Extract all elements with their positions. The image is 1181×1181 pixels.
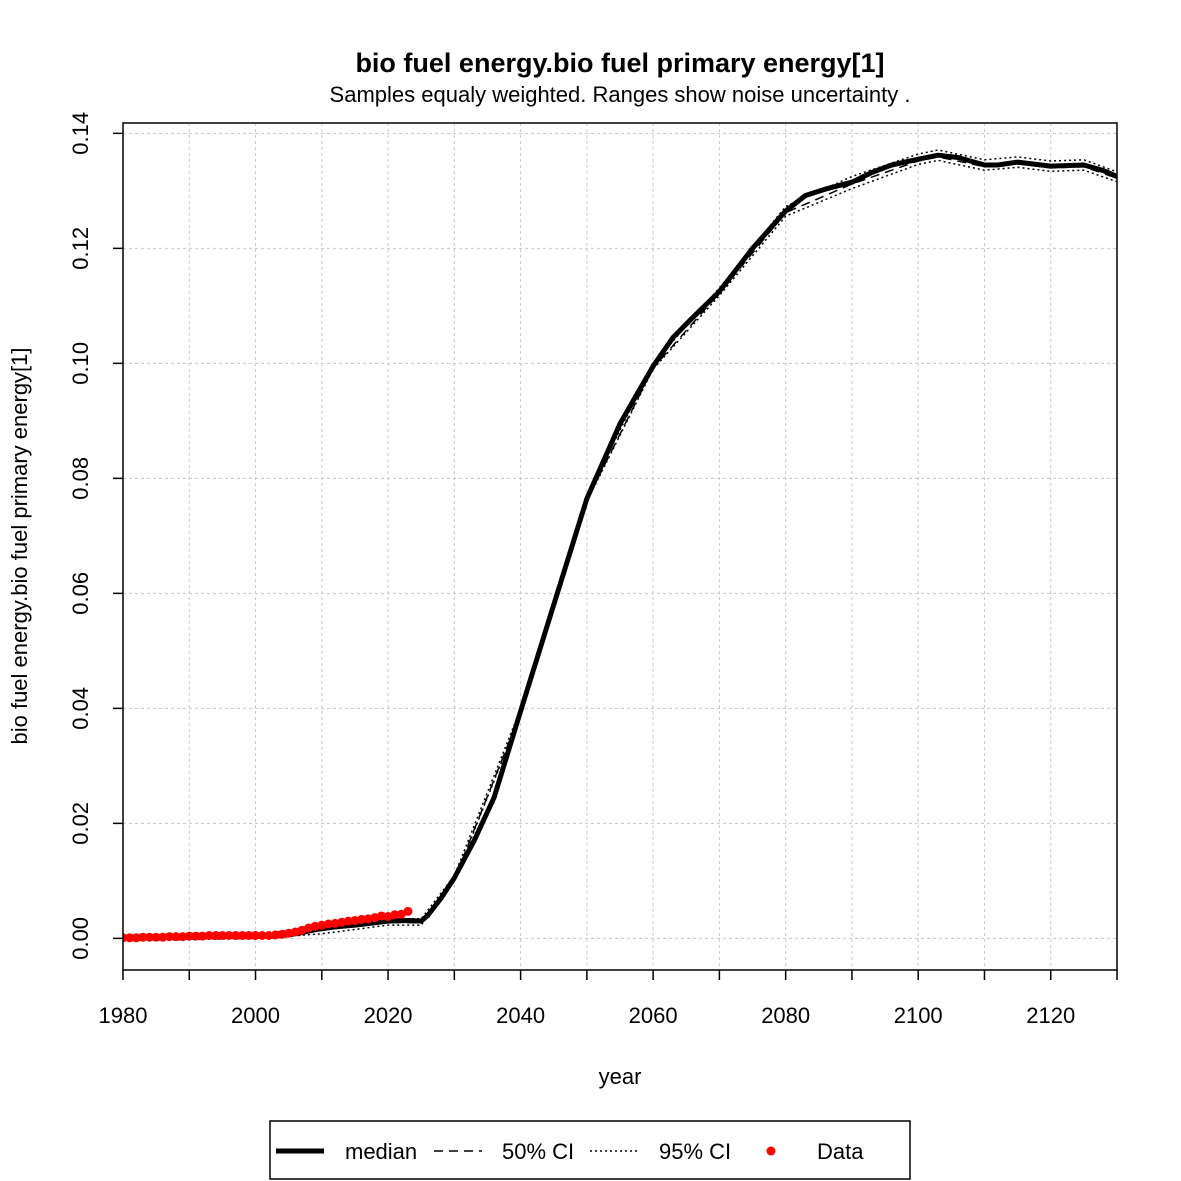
- data-point: [270, 930, 280, 940]
- chart-title: bio fuel energy.bio fuel primary energy[…: [355, 48, 884, 78]
- data-point: [363, 914, 373, 924]
- data-point: [237, 930, 247, 940]
- data-point: [211, 930, 221, 940]
- x-tick-label: 2000: [231, 1003, 280, 1028]
- data-point: [343, 916, 353, 926]
- series-group: [123, 149, 1117, 943]
- grid: [122, 123, 1118, 970]
- data-point: [224, 930, 234, 940]
- x-tick-label: 2060: [629, 1003, 678, 1028]
- data-point: [178, 932, 188, 942]
- x-axis: 1980 2000 2020 2040 2060 2080 2100 2120: [99, 970, 1118, 1028]
- data-point: [191, 931, 201, 941]
- data-point: [264, 930, 274, 940]
- data-point: [244, 930, 254, 940]
- y-tick-label: 0.10: [68, 342, 93, 385]
- data-point: [357, 914, 367, 924]
- y-tick-label: 0.04: [68, 687, 93, 730]
- data-point: [184, 931, 194, 941]
- x-tick-label: 2040: [496, 1003, 545, 1028]
- data-point: [131, 933, 141, 943]
- legend-ci50-label: 50% CI: [502, 1139, 574, 1164]
- data-point: [350, 916, 360, 926]
- legend-median-label: median: [345, 1139, 417, 1164]
- data-point: [284, 928, 294, 938]
- data-point: [310, 921, 320, 931]
- x-tick-label: 2020: [364, 1003, 413, 1028]
- y-tick-label: 0.08: [68, 457, 93, 500]
- x-tick-label: 2080: [761, 1003, 810, 1028]
- data-point: [376, 911, 386, 921]
- chart-subtitle: Samples equaly weighted. Ranges show noi…: [330, 82, 911, 107]
- data-point: [138, 932, 148, 942]
- x-tick-label: 2120: [1026, 1003, 1075, 1028]
- x-axis-label: year: [599, 1064, 642, 1089]
- data-point: [277, 929, 287, 939]
- y-axis-label: bio fuel energy.bio fuel primary energy[…: [7, 347, 32, 744]
- x-tick-label: 2100: [894, 1003, 943, 1028]
- y-tick-label: 0.14: [68, 112, 93, 155]
- data-point: [151, 932, 161, 942]
- y-tick-label: 0.06: [68, 572, 93, 615]
- data-point: [337, 917, 347, 927]
- data-point: [257, 930, 267, 940]
- data-point: [390, 910, 400, 920]
- data-point: [323, 919, 333, 929]
- data-point: [145, 932, 155, 942]
- y-tick-label: 0.00: [68, 917, 93, 960]
- data-point: [204, 930, 214, 940]
- series-layer: [123, 149, 1117, 943]
- plot-frame: [122, 122, 1118, 971]
- data-point: [317, 920, 327, 930]
- y-tick-label: 0.12: [68, 227, 93, 270]
- data-point: [198, 931, 208, 941]
- x-tick-label: 1980: [99, 1003, 148, 1028]
- data-point: [330, 918, 340, 928]
- data-point: [403, 906, 413, 916]
- data-point: [164, 932, 174, 942]
- y-tick-label: 0.02: [68, 802, 93, 845]
- data-point: [251, 930, 261, 940]
- ci95-lower-line: [123, 159, 1117, 942]
- data-point: [158, 932, 168, 942]
- data-point: [217, 930, 227, 940]
- legend-box: [269, 1120, 911, 1180]
- data-point: [125, 933, 135, 943]
- legend-data-label: Data: [817, 1139, 864, 1164]
- legend: median 50% CI 95% CI Data: [269, 1120, 911, 1180]
- legend-data-swatch: [766, 1146, 776, 1156]
- data-point: [171, 932, 181, 942]
- y-axis: 0.00 0.02 0.04 0.06 0.08 0.10 0.12 0.14: [68, 112, 123, 960]
- legend-ci95-label: 95% CI: [659, 1139, 731, 1164]
- data-point: [231, 930, 241, 940]
